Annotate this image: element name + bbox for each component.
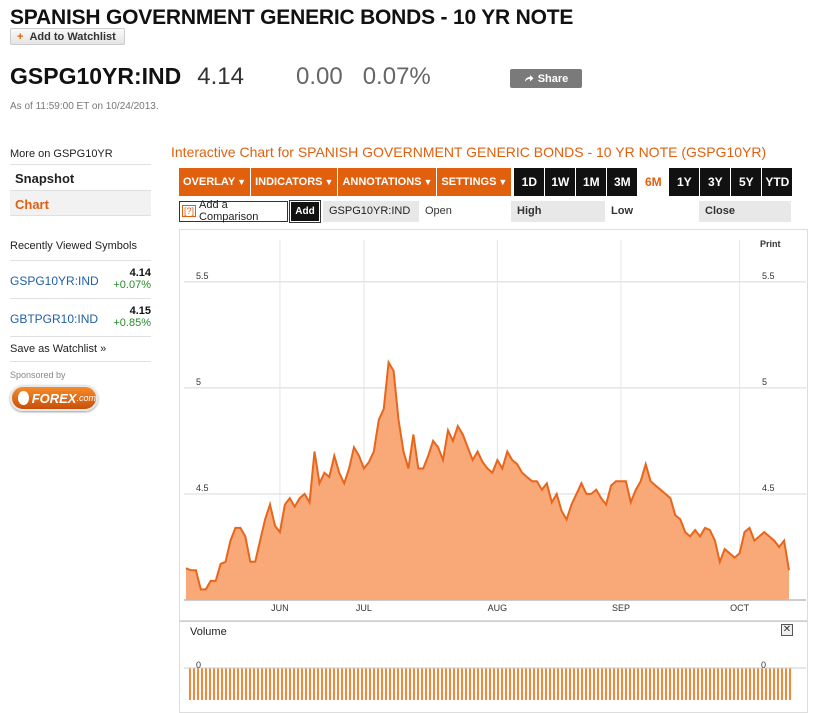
compare-symbol-chip: GSPG10YR:IND <box>323 200 419 222</box>
settings-menu[interactable]: SETTINGS ▼ <box>437 168 513 196</box>
forex-logo-name: FOREX <box>31 390 77 406</box>
forex-logo[interactable]: FOREX .com <box>10 385 98 411</box>
menu-label: INDICATORS <box>255 176 323 188</box>
menu-label: OVERLAY <box>183 176 236 188</box>
sidebar: More on GSPG10YR Snapshot Chart Recently… <box>10 146 151 411</box>
recent-price: 4.14 <box>129 267 151 279</box>
chart-title: Interactive Chart for SPANISH GOVERNMENT… <box>171 144 767 160</box>
share-label: Share <box>537 72 569 85</box>
range-6m[interactable]: 6M <box>638 168 670 196</box>
range-1w[interactable]: 1W <box>545 168 577 196</box>
close-icon[interactable]: ✕ <box>781 624 793 636</box>
range-1d[interactable]: 1D <box>514 168 546 196</box>
recently-viewed-heading: Recently Viewed Symbols <box>10 238 151 261</box>
forex-logo-suffix: .com <box>76 393 96 403</box>
quote-row: GSPG10YR:IND 4.14 0.00 0.07% <box>10 63 431 93</box>
add-comparison-button[interactable]: Add <box>289 199 321 223</box>
menu-label: ANNOTATIONS <box>342 176 422 188</box>
ohlc-low: Low <box>605 200 699 222</box>
quote-symbol: GSPG10YR:IND <box>10 63 182 89</box>
sidebar-item-snapshot[interactable]: Snapshot <box>10 164 151 190</box>
ohlc-high: High <box>511 200 605 222</box>
annotations-menu[interactable]: ANNOTATIONS ▼ <box>338 168 438 196</box>
add-to-watchlist-label: Add to Watchlist <box>29 30 116 43</box>
recent-values: 4.14 +0.07% <box>113 267 151 293</box>
caret-down-icon: ▼ <box>498 177 508 187</box>
recent-values: 4.15 +0.85% <box>113 305 151 331</box>
add-comparison-placeholder: Add a Comparison <box>199 199 259 223</box>
caret-down-icon: ▼ <box>237 177 247 187</box>
recent-price: 4.15 <box>129 305 151 317</box>
sponsored-by-label: Sponsored by <box>10 370 66 380</box>
quote-price: 4.14 <box>197 63 244 90</box>
range-5y[interactable]: 5Y <box>731 168 763 196</box>
add-to-watchlist-button[interactable]: + Add to Watchlist <box>10 28 125 45</box>
volume-label: Volume <box>190 626 227 638</box>
range-1y[interactable]: 1Y <box>669 168 701 196</box>
recent-change: +0.85% <box>113 317 151 329</box>
caret-down-icon: ▼ <box>324 177 334 187</box>
range-ytd[interactable]: YTD <box>762 168 794 196</box>
recent-symbol[interactable]: GSPG10YR:IND <box>10 274 99 288</box>
share-arrow-icon <box>524 75 534 82</box>
quote-change: 0.00 <box>295 63 343 90</box>
recent-symbol[interactable]: GBTPGR10:IND <box>10 312 99 326</box>
indicators-menu[interactable]: INDICATORS ▼ <box>251 168 339 196</box>
plus-icon: + <box>17 30 24 43</box>
share-button[interactable]: Share <box>510 69 582 88</box>
chart-toolbar: OVERLAY ▼ INDICATORS ▼ ANNOTATIONS ▼ SETTIN… <box>179 168 794 196</box>
range-3m[interactable]: 3M <box>607 168 639 196</box>
recent-symbol-item[interactable]: GBTPGR10:IND 4.15 +0.85% <box>10 299 151 337</box>
recent-change: +0.07% <box>113 279 151 291</box>
volume-panel: Volume ✕ <box>179 621 808 713</box>
help-icon[interactable]: [?] <box>182 205 197 217</box>
range-1m[interactable]: 1M <box>576 168 608 196</box>
add-comparison-input[interactable]: [?] Add a Comparison <box>179 199 288 223</box>
sidebar-more-on: More on GSPG10YR <box>10 148 113 160</box>
overlay-menu[interactable]: OVERLAY ▼ <box>179 168 252 196</box>
comparison-row: [?] Add a Comparison Add GSPG10YR:IND Op… <box>179 199 791 223</box>
recent-symbol-item[interactable]: GSPG10YR:IND 4.14 +0.07% <box>10 261 151 299</box>
as-of-timestamp: As of 11:59:00 ET on 10/24/2013. <box>10 101 159 112</box>
swirl-icon <box>18 391 29 405</box>
menu-label: SETTINGS <box>441 176 497 188</box>
range-3y[interactable]: 3Y <box>700 168 732 196</box>
page-title: SPANISH GOVERNMENT GENERIC BONDS - 10 YR… <box>10 6 574 29</box>
quote-change-pct: 0.07% <box>362 63 431 90</box>
price-chart-frame <box>179 229 808 621</box>
sidebar-item-chart[interactable]: Chart <box>10 190 151 216</box>
ohlc-open: Open <box>419 200 511 222</box>
ohlc-close: Close <box>699 200 791 222</box>
caret-down-icon: ▼ <box>423 177 433 187</box>
print-link[interactable]: Print <box>760 239 781 249</box>
save-as-watchlist-link[interactable]: Save as Watchlist » <box>10 337 151 362</box>
